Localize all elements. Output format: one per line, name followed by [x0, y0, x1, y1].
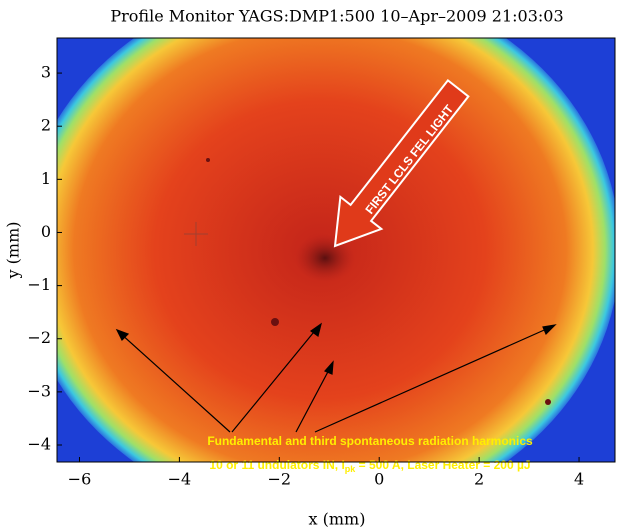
image	[57, 38, 615, 462]
x-tick-label: −4	[168, 470, 192, 489]
annotation: Fundamental and third spontaneous radiat…	[207, 434, 533, 448]
plot-frame	[56, 37, 616, 463]
x-tick-label: 0	[374, 470, 384, 489]
y-tick-label: −2	[27, 328, 51, 347]
y-tick-label: −1	[27, 275, 51, 294]
x-axis-label: x (mm)	[309, 510, 366, 529]
y-tick-label: 1	[41, 169, 51, 188]
x-tick-label: −6	[68, 470, 92, 489]
y-axis-label: y (mm)	[4, 222, 23, 280]
x-tick-label: 4	[574, 470, 584, 489]
y-tick-label: 0	[41, 222, 51, 241]
y-tick-label: −3	[27, 381, 51, 400]
chart-title: Profile Monitor YAGS:DMP1:500 10–Apr–200…	[110, 7, 563, 26]
x-tick-label: 2	[474, 470, 484, 489]
y-tick-label: 2	[41, 116, 51, 135]
annotation-part: pk	[345, 464, 356, 474]
y-tick-label: 3	[41, 63, 51, 82]
x-tick-label: −2	[268, 470, 292, 489]
y-tick-label: −4	[27, 434, 51, 453]
